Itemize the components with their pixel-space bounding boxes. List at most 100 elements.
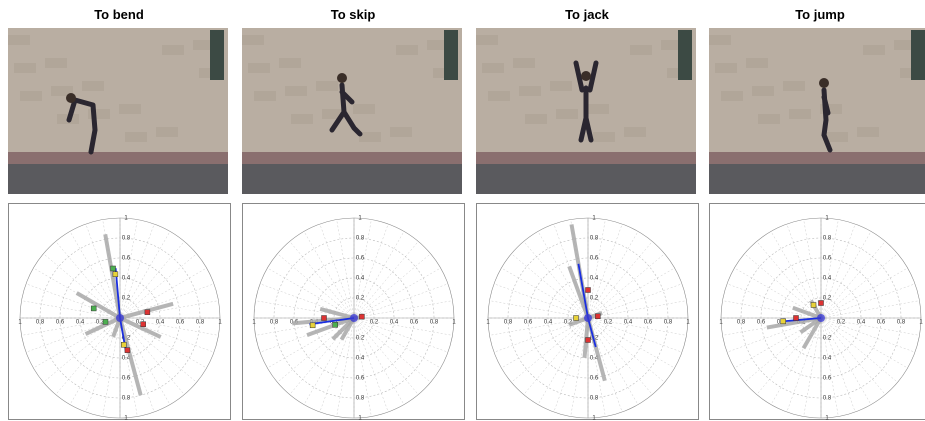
tick-label: 0.2 [356,296,365,302]
radial-grid [353,219,372,319]
marker [144,309,151,315]
tick-label: 1 [592,216,596,222]
tick-label: 0.4 [823,356,832,362]
tick-label: 1 [358,416,362,421]
radial-grid [587,317,687,336]
tick-label: 0.8 [270,320,279,326]
wall-texture [820,104,842,114]
radial-grid [119,219,138,319]
wall [8,28,228,158]
radial-grid [55,241,121,319]
radial-grid [353,283,449,319]
radial-grid [587,300,687,319]
radial-grid [353,317,405,405]
bar [567,265,590,319]
wall-texture [51,86,73,96]
tick-label: 0.8 [356,236,365,242]
radial-grid [820,241,886,319]
radial-grid [119,223,155,319]
grid-circle [527,257,649,379]
window [210,30,224,80]
tick-label: 1 [592,416,596,421]
radial-grid [353,241,419,319]
vector [309,317,355,326]
window [911,30,925,80]
wall-texture [316,81,338,91]
marker [102,319,109,325]
radial-grid [537,231,589,319]
tick-label: 0.2 [590,296,599,302]
radial-grid [303,231,355,319]
radial-grid [820,253,898,319]
grid-circle [313,277,395,359]
wall-texture [746,58,768,68]
tick-label: 0.8 [590,236,599,242]
marker [585,337,591,343]
radial-grid [756,317,822,395]
wall-texture [476,35,498,45]
wall-texture [82,81,104,91]
marker [810,302,817,308]
bar [118,317,143,396]
wall [709,28,925,158]
bar [84,316,121,336]
radial-grid [756,241,822,319]
radial-grid [722,300,822,319]
window [678,30,692,80]
marker [573,315,579,321]
wall-texture [396,45,418,55]
wall-texture [45,58,67,68]
grid-circle [79,277,161,359]
person-head [581,71,591,81]
grid-circle [567,297,609,339]
wall-texture [525,114,547,124]
sidewalk [709,152,925,164]
marker [585,287,591,293]
radial-grid [119,267,207,319]
tick-label: 0.6 [644,320,653,326]
vector [781,317,822,323]
tick-label: 0.2 [122,296,131,302]
radial-grid [353,317,431,383]
radial-grid [820,317,916,353]
tick-label: 0.8 [36,320,45,326]
tick-label: 0.8 [590,396,599,402]
tick-label: 0.2 [604,320,613,326]
marker [332,322,338,328]
radial-grid [119,241,185,319]
radial-grid [523,317,589,395]
radial-grid [820,317,908,369]
radial-grid [353,223,389,319]
grid-circle [59,257,181,379]
marker [309,322,316,329]
tick-label: 1 [719,320,723,326]
radial-grid [489,300,589,319]
grid-circle [39,237,201,399]
radial-grid [353,231,405,319]
wall-texture [359,132,381,142]
tick-label: 0.6 [590,376,599,382]
radial-grid [587,253,665,319]
tick-label: 0.2 [823,336,832,342]
tick-label: 0.2 [823,296,832,302]
wall-texture [20,91,42,101]
radial-grid [501,317,589,369]
radial-grid [489,317,589,336]
wall [242,28,462,158]
sidewalk [242,152,462,164]
tick-label: 0.4 [544,320,553,326]
wall-texture [119,104,141,114]
radial-grid [511,253,589,319]
grid-circle [740,237,902,399]
person [66,97,98,155]
tick-label: 0.8 [823,396,832,402]
radial-grid [511,317,589,383]
radial-grid [119,317,185,395]
photo [476,28,696,194]
tick-label: 0.6 [823,376,832,382]
tick-label: 0.4 [857,320,866,326]
radial-grid [537,317,589,405]
tick-label: 0.8 [122,396,131,402]
radial-grid [43,317,121,383]
tick-label: 0.4 [590,356,599,362]
